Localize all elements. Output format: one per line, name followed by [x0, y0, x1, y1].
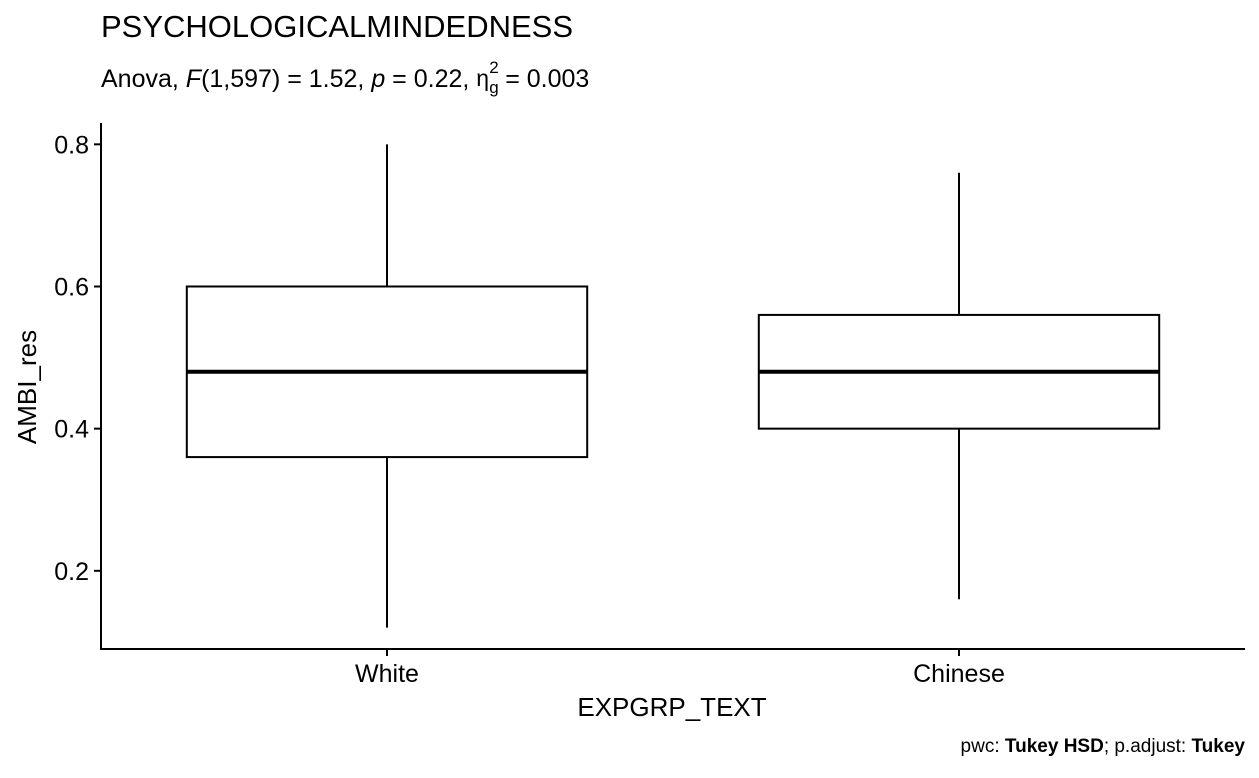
boxes-layer: [185, 144, 1161, 628]
box-chinese: [757, 172, 1161, 600]
caption-adjust-method: Tukey: [1191, 736, 1245, 757]
x-tick-label: Chinese: [913, 660, 1005, 688]
subtitle-stat-df: (1,597) = 1.52,: [201, 65, 372, 93]
effect-eta-symbol: η: [476, 65, 490, 91]
y-tick-label: 0.4: [54, 416, 89, 444]
effect-superscript: 2: [489, 58, 499, 77]
y-tick-label: 0.6: [54, 273, 89, 301]
box-white: [185, 144, 589, 628]
chart-caption: pwc: Tukey HSD; p.adjust: Tukey: [961, 735, 1245, 759]
subtitle-p-value: = 0.22,: [385, 65, 477, 93]
effect-subscript: g: [489, 78, 499, 97]
y-tick-label: 0.8: [54, 131, 89, 159]
x-axis-title: EXPGRP_TEXT: [577, 692, 766, 722]
subtitle-prefix: Anova,: [101, 65, 186, 93]
caption-pwc-prefix: pwc:: [960, 736, 1005, 757]
x-tick-label: White: [355, 660, 419, 688]
caption-adjust-prefix: ; p.adjust:: [1103, 736, 1192, 757]
y-tick-label: 0.2: [54, 558, 89, 586]
chart-title: PSYCHOLOGICALMINDEDNESS: [101, 9, 573, 44]
y-ticks-layer: 0.2 0.4 0.6 0.8: [54, 131, 101, 586]
x-ticks-layer: White Chinese: [355, 649, 1005, 688]
subtitle-p-name: p: [371, 65, 386, 93]
y-axis-title: AMBI_res: [12, 330, 42, 444]
caption-pwc-method: Tukey HSD: [1004, 736, 1104, 757]
subtitle-effect-value: = 0.003: [498, 65, 590, 93]
subtitle-stat-name: F: [185, 65, 202, 93]
